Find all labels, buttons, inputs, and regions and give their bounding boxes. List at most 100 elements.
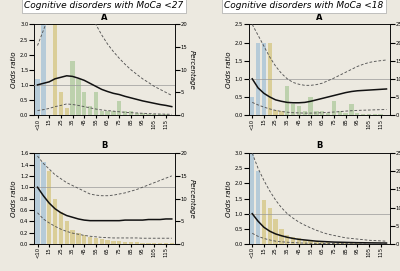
Bar [140, 113, 145, 115]
Bar [117, 241, 122, 244]
Bar [250, 97, 254, 115]
Bar [111, 241, 116, 244]
Bar [355, 243, 360, 244]
Bar [158, 114, 162, 115]
Bar [53, 24, 57, 115]
Text: Cognitive disorders with MoCa <18: Cognitive disorders with MoCa <18 [224, 1, 384, 10]
Bar [344, 243, 348, 244]
Bar [134, 242, 139, 244]
Bar [361, 114, 365, 115]
Bar [250, 153, 254, 244]
Bar [378, 114, 383, 115]
Bar [105, 240, 110, 244]
Bar [146, 243, 151, 244]
Bar [285, 235, 290, 244]
Y-axis label: Percentage: Percentage [188, 50, 194, 90]
Bar [94, 92, 98, 115]
Bar [123, 111, 127, 115]
Bar [100, 239, 104, 244]
Bar [59, 92, 63, 115]
Bar [152, 243, 156, 244]
Bar [262, 43, 266, 115]
Y-axis label: Odds ratio: Odds ratio [11, 180, 17, 217]
Bar [129, 242, 133, 244]
Bar [314, 111, 319, 115]
Text: B: B [316, 141, 322, 150]
Bar [320, 242, 324, 244]
Bar [64, 221, 69, 244]
Bar [332, 101, 336, 115]
Y-axis label: Odds ratio: Odds ratio [11, 51, 17, 88]
Bar [123, 242, 127, 244]
Bar [64, 108, 69, 115]
Bar [152, 114, 156, 115]
Y-axis label: Odds ratio: Odds ratio [226, 51, 232, 88]
Bar [82, 235, 86, 244]
Bar [308, 97, 313, 115]
Bar [140, 243, 145, 244]
Bar [279, 111, 284, 115]
Y-axis label: Odds ratio: Odds ratio [226, 180, 232, 217]
Bar [88, 106, 92, 115]
Bar [349, 243, 354, 244]
Bar [326, 243, 330, 244]
Bar [111, 111, 116, 115]
Bar [129, 111, 133, 115]
Bar [262, 200, 266, 244]
Bar [35, 153, 40, 244]
Text: Cognitive disorders with MoCa <27: Cognitive disorders with MoCa <27 [24, 1, 184, 10]
Bar [268, 43, 272, 115]
Bar [105, 111, 110, 115]
Bar [41, 24, 46, 115]
Bar [297, 238, 301, 244]
Bar [291, 237, 295, 244]
Bar [158, 243, 162, 244]
Bar [164, 243, 168, 244]
Bar [47, 171, 51, 244]
Bar [35, 79, 40, 115]
Bar [164, 114, 168, 115]
Bar [59, 212, 63, 244]
Bar [134, 113, 139, 115]
Bar [273, 110, 278, 115]
Bar [53, 199, 57, 244]
Bar [308, 241, 313, 244]
Bar [344, 113, 348, 115]
Bar [70, 230, 75, 244]
Bar [88, 237, 92, 244]
Bar [314, 242, 319, 244]
Bar [117, 102, 122, 115]
Bar [41, 162, 46, 244]
Bar [256, 43, 260, 115]
Bar [373, 114, 377, 115]
Bar [349, 104, 354, 115]
Bar [326, 113, 330, 115]
Bar [367, 114, 371, 115]
Bar [76, 79, 80, 115]
Bar [297, 106, 301, 115]
Bar [338, 243, 342, 244]
Y-axis label: Percentage: Percentage [188, 179, 194, 218]
Bar [76, 233, 80, 244]
Bar [146, 114, 151, 115]
Bar [256, 171, 260, 244]
Bar [170, 243, 174, 244]
Bar [279, 229, 284, 244]
Bar [338, 111, 342, 115]
Text: A: A [101, 13, 108, 22]
Bar [94, 238, 98, 244]
Text: B: B [102, 141, 108, 150]
Bar [355, 113, 360, 115]
Bar [332, 243, 336, 244]
Bar [302, 111, 307, 115]
Bar [291, 104, 295, 115]
Bar [302, 240, 307, 244]
Text: A: A [316, 13, 323, 22]
Bar [100, 111, 104, 115]
Bar [273, 218, 278, 244]
Bar [82, 92, 86, 115]
Bar [320, 111, 324, 115]
Bar [70, 61, 75, 115]
Bar [268, 208, 272, 244]
Bar [285, 86, 290, 115]
